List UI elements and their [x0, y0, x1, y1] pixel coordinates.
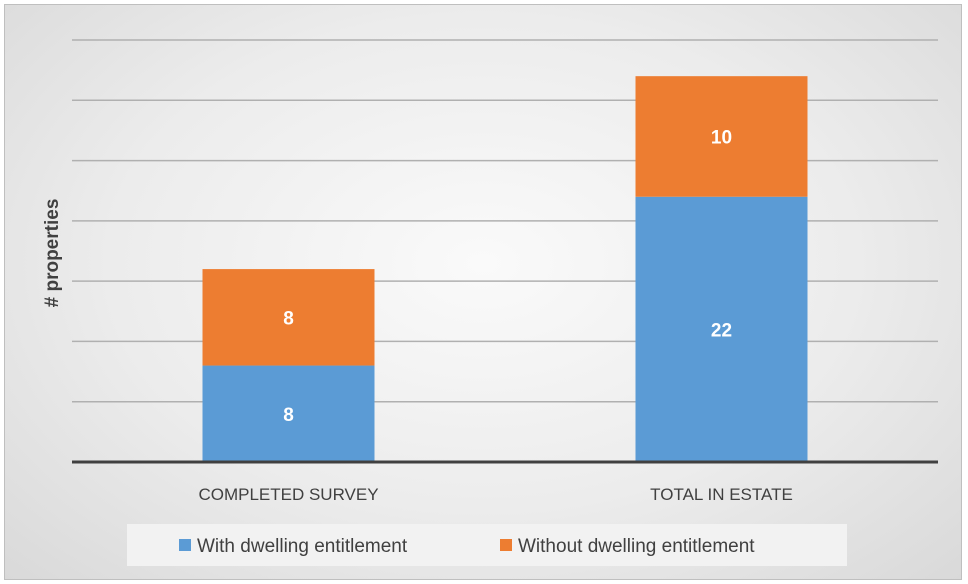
data-label: 8: [283, 308, 294, 329]
legend-swatch: [179, 539, 191, 551]
category-label: COMPLETED SURVEY: [198, 485, 378, 504]
legend-label: With dwelling entitlement: [197, 536, 408, 557]
bar-segment: [202, 269, 375, 366]
data-label: 10: [711, 127, 732, 148]
y-axis-title: # properties: [42, 199, 63, 308]
legend-box: [127, 524, 847, 566]
data-label: 22: [711, 320, 732, 341]
data-label: 8: [283, 405, 294, 426]
legend: With dwelling entitlement Without dwellin…: [127, 524, 847, 566]
gridlines: [72, 39, 938, 403]
legend-swatch: [500, 539, 512, 551]
bars: 8 8 22 10: [202, 76, 808, 462]
category-labels: COMPLETED SURVEY TOTAL IN ESTATE: [198, 485, 792, 504]
bar-segment: [635, 76, 808, 197]
category-label: TOTAL IN ESTATE: [650, 485, 793, 504]
legend-label: Without dwelling entitlement: [518, 536, 755, 557]
bar-segment: [202, 365, 375, 462]
bar-segment: [635, 196, 808, 462]
